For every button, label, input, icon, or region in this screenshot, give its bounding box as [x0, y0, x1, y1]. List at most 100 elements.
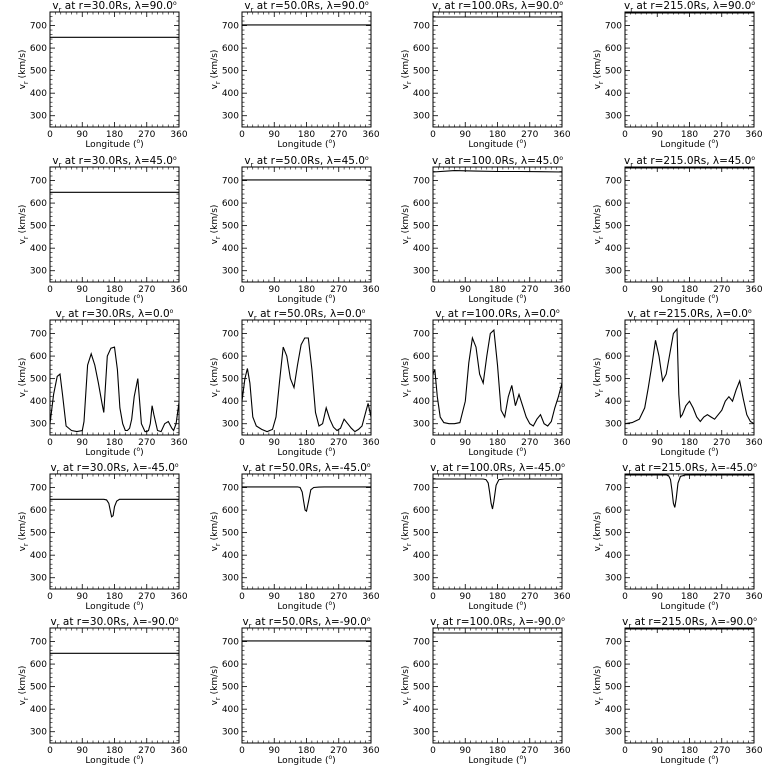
- y-tick-label: 500: [30, 529, 47, 539]
- plot-frame: [624, 319, 755, 436]
- y-tick-label: 500: [30, 683, 47, 693]
- x-tick-label: 0: [430, 438, 436, 448]
- x-axis-label: Longitude (o): [277, 138, 335, 150]
- x-tick-label: 0: [430, 130, 436, 140]
- panel-title: vr at r=30.0Rs, λ=-45.0o: [50, 462, 178, 476]
- x-tick-label: 270: [713, 130, 730, 140]
- y-tick-label: 700: [222, 638, 239, 648]
- x-axis-label: Longitude (o): [85, 600, 143, 612]
- y-tick-label: 400: [413, 705, 430, 715]
- x-axis-label: Longitude (o): [277, 600, 335, 612]
- x-tick-label: 360: [170, 285, 187, 295]
- panel: vr at r=215.0Rs, λ=-45.0o 0 90 180 270 360 300…: [593, 462, 763, 612]
- x-tick-label: 270: [521, 746, 538, 756]
- y-axis-label: vr (km/s): [18, 358, 30, 398]
- y-tick-label: 300: [413, 112, 430, 122]
- series-line: [50, 498, 179, 518]
- y-tick-label: 600: [30, 352, 47, 362]
- x-axis-label: Longitude (o): [660, 446, 718, 458]
- x-tick-label: 0: [47, 746, 53, 756]
- plot-frame: [49, 319, 180, 436]
- x-tick-label: 270: [138, 130, 155, 140]
- y-tick-label: 500: [30, 67, 47, 77]
- panel: vr at r=30.0Rs, λ=-45.0o 0 90 180 270 360 300 4…: [18, 462, 188, 612]
- x-tick-label: 90: [269, 130, 281, 140]
- x-tick-label: 270: [521, 285, 538, 295]
- y-tick-label: 300: [222, 112, 239, 122]
- x-tick-label: 0: [622, 746, 628, 756]
- plot-frame: [241, 627, 372, 744]
- y-axis-label: vr (km/s): [210, 50, 222, 90]
- y-tick-label: 700: [413, 22, 430, 32]
- y-tick-label: 400: [605, 397, 622, 407]
- x-tick-label: 90: [269, 592, 281, 602]
- x-tick-label: 360: [362, 438, 379, 448]
- y-axis-label: vr (km/s): [593, 358, 605, 398]
- x-tick-label: 0: [47, 285, 53, 295]
- x-tick-label: 270: [330, 285, 347, 295]
- y-tick-label: 600: [222, 660, 239, 670]
- panel: vr at r=30.0Rs, λ=0.0o 0 90 180 270 360 300 400…: [18, 308, 188, 458]
- plot-frame: [49, 473, 180, 590]
- y-tick-label: 300: [413, 267, 430, 277]
- x-tick-label: 0: [239, 746, 245, 756]
- x-axis-label: Longitude (o): [468, 293, 526, 305]
- x-axis-label: Longitude (o): [85, 446, 143, 458]
- y-tick-label: 700: [605, 484, 622, 494]
- plot-frame: [49, 11, 180, 128]
- y-axis-label: vr (km/s): [593, 666, 605, 706]
- y-tick-label: 700: [605, 330, 622, 340]
- y-tick-label: 500: [605, 683, 622, 693]
- x-tick-label: 0: [47, 130, 53, 140]
- y-axis-label: vr (km/s): [401, 205, 413, 245]
- y-axis-label: vr (km/s): [18, 512, 30, 552]
- y-tick-label: 300: [413, 420, 430, 430]
- x-axis-label: Longitude (o): [468, 754, 526, 766]
- x-tick-label: 270: [713, 746, 730, 756]
- x-tick-label: 0: [239, 592, 245, 602]
- x-tick-label: 270: [521, 592, 538, 602]
- x-tick-label: 90: [652, 746, 664, 756]
- x-tick-label: 0: [239, 130, 245, 140]
- x-tick-label: 0: [430, 592, 436, 602]
- x-axis-label: Longitude (o): [85, 293, 143, 305]
- x-tick-label: 360: [553, 746, 570, 756]
- series-line: [624, 327, 755, 425]
- x-tick-label: 90: [652, 130, 664, 140]
- y-tick-label: 400: [413, 244, 430, 254]
- x-tick-label: 360: [553, 285, 570, 295]
- y-tick-label: 500: [222, 529, 239, 539]
- plot-frame: [241, 473, 372, 590]
- y-axis-label: vr (km/s): [401, 50, 413, 90]
- y-tick-label: 700: [30, 484, 47, 494]
- y-axis-label: vr (km/s): [593, 205, 605, 245]
- y-tick-label: 500: [605, 529, 622, 539]
- y-tick-label: 700: [605, 22, 622, 32]
- x-axis-label: Longitude (o): [660, 600, 718, 612]
- y-tick-label: 500: [222, 683, 239, 693]
- x-axis-label: Longitude (o): [85, 138, 143, 150]
- panel: vr at r=100.0Rs, λ=45.0o 0 90 180 270 360 300 4…: [401, 155, 571, 305]
- x-tick-label: 270: [138, 592, 155, 602]
- plot-frame: [49, 627, 180, 744]
- y-tick-label: 700: [413, 330, 430, 340]
- plot-frame: [624, 166, 755, 283]
- x-axis-label: Longitude (o): [277, 446, 335, 458]
- x-tick-label: 90: [269, 285, 281, 295]
- x-tick-label: 360: [170, 438, 187, 448]
- x-tick-label: 180: [298, 592, 315, 602]
- y-axis-label: vr (km/s): [401, 512, 413, 552]
- x-tick-label: 0: [622, 285, 628, 295]
- y-tick-label: 600: [413, 506, 430, 516]
- y-tick-label: 400: [605, 89, 622, 99]
- y-tick-label: 500: [413, 375, 430, 385]
- y-tick-label: 400: [30, 244, 47, 254]
- x-tick-label: 360: [745, 592, 762, 602]
- panel-title: vr at r=50.0Rs, λ=90.0o: [244, 0, 369, 14]
- y-tick-label: 700: [605, 177, 622, 187]
- x-tick-label: 90: [460, 130, 472, 140]
- x-axis-label: Longitude (o): [85, 754, 143, 766]
- x-tick-label: 270: [521, 438, 538, 448]
- y-tick-label: 700: [30, 330, 47, 340]
- x-tick-label: 180: [106, 285, 123, 295]
